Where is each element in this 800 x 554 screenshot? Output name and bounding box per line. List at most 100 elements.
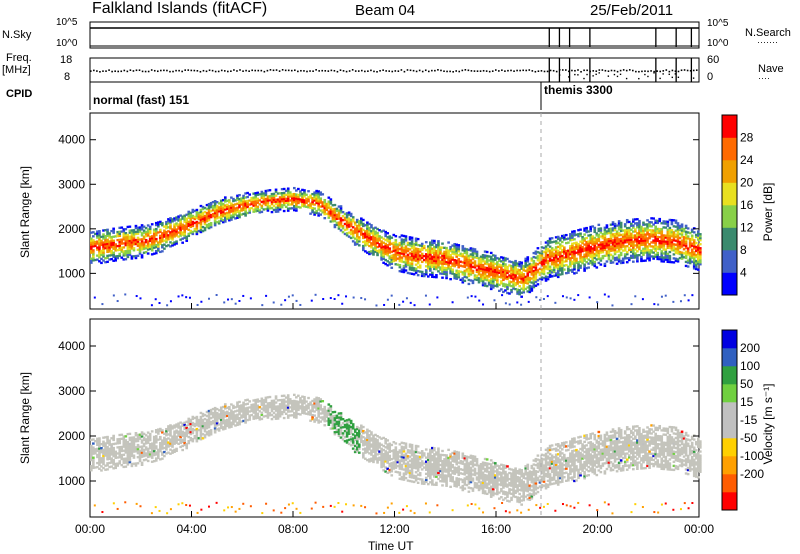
power-cell bbox=[481, 276, 485, 279]
velocity-cell bbox=[189, 430, 193, 434]
power-cell bbox=[636, 238, 639, 241]
power-cell bbox=[433, 255, 436, 259]
power-cell bbox=[593, 228, 597, 232]
power-cell bbox=[668, 234, 672, 238]
velocity-cell bbox=[293, 415, 296, 419]
power-cell bbox=[461, 265, 465, 268]
power-cell bbox=[209, 226, 213, 229]
power-cell bbox=[437, 262, 440, 265]
freq-dot bbox=[196, 70, 199, 72]
power-cell bbox=[280, 196, 284, 199]
power-cell bbox=[692, 261, 696, 264]
power-cell bbox=[465, 254, 469, 257]
power-cell bbox=[355, 242, 359, 246]
power-cell bbox=[366, 225, 369, 228]
power-cell bbox=[260, 206, 264, 210]
velocity-cell bbox=[159, 427, 162, 431]
power-cell bbox=[601, 245, 605, 248]
power-cell bbox=[686, 265, 690, 268]
power-cell bbox=[629, 238, 633, 241]
power-cell bbox=[191, 214, 195, 218]
power-cell bbox=[424, 259, 428, 262]
power-cell bbox=[392, 255, 396, 259]
power-cell bbox=[240, 199, 243, 202]
power-cell bbox=[514, 283, 517, 287]
power-cell bbox=[601, 243, 605, 246]
freq-dot bbox=[251, 69, 253, 72]
power-cell bbox=[623, 253, 627, 256]
power-cell bbox=[435, 253, 438, 257]
power-cell bbox=[266, 195, 270, 198]
power-cell bbox=[104, 241, 107, 244]
power-cell bbox=[404, 263, 408, 266]
power-cell bbox=[560, 236, 564, 240]
power-cell bbox=[317, 200, 320, 203]
power-cell bbox=[558, 273, 562, 276]
velocity-cell bbox=[130, 464, 134, 468]
power-cell bbox=[591, 257, 595, 260]
power-cell bbox=[542, 250, 546, 254]
power-cell bbox=[595, 232, 599, 235]
velocity-cell bbox=[165, 452, 168, 455]
freq-dot bbox=[181, 70, 183, 73]
power-cell bbox=[520, 291, 523, 294]
power-speckle bbox=[424, 294, 427, 297]
freq-dot bbox=[686, 69, 689, 72]
power-cell bbox=[473, 266, 477, 269]
power-cell bbox=[615, 244, 619, 247]
power-cell bbox=[177, 217, 180, 220]
power-cell bbox=[546, 264, 550, 267]
power-cell bbox=[439, 248, 442, 251]
velocity-cell bbox=[299, 401, 302, 404]
power-cell bbox=[640, 229, 643, 233]
velocity-cell bbox=[232, 420, 235, 424]
power-cell bbox=[609, 259, 613, 262]
power-cell bbox=[658, 229, 662, 233]
velocity-cell bbox=[250, 403, 253, 407]
velocity-cell bbox=[195, 417, 199, 421]
power-cell bbox=[148, 235, 152, 239]
power-cell bbox=[96, 242, 99, 245]
velocity-cell bbox=[134, 446, 138, 449]
power-cell bbox=[386, 248, 390, 251]
power-cell bbox=[223, 216, 227, 219]
power-cell bbox=[213, 218, 217, 221]
power-cell bbox=[364, 240, 367, 243]
freq-dot bbox=[315, 69, 317, 71]
power-cell bbox=[644, 249, 647, 252]
velocity-cell bbox=[272, 401, 276, 404]
power-cell bbox=[236, 194, 239, 197]
power-cell bbox=[209, 222, 213, 225]
power-cell bbox=[520, 263, 523, 266]
power-cell bbox=[435, 243, 438, 247]
power-cell bbox=[424, 255, 428, 258]
power-cell bbox=[120, 256, 124, 259]
power-cell bbox=[573, 264, 576, 267]
power-cell bbox=[623, 239, 627, 242]
power-cell bbox=[295, 193, 298, 196]
power-cell bbox=[696, 262, 700, 265]
power-cell bbox=[378, 249, 381, 252]
power-cell bbox=[502, 276, 505, 280]
power-cell bbox=[500, 282, 503, 285]
power-cell bbox=[154, 233, 158, 237]
power-cell bbox=[201, 217, 205, 221]
power-cell bbox=[301, 204, 304, 208]
velocity-cell bbox=[132, 456, 136, 459]
power-cell bbox=[516, 288, 519, 291]
power-cell bbox=[114, 255, 117, 258]
power-cell bbox=[234, 211, 237, 214]
velocity-cell bbox=[199, 436, 203, 439]
velocity-cell bbox=[305, 412, 308, 415]
velocity-cell bbox=[219, 420, 223, 423]
velocity-cell bbox=[262, 405, 266, 408]
velocity-cell bbox=[108, 455, 111, 459]
power-cell bbox=[207, 222, 211, 226]
velocity-cell bbox=[195, 438, 199, 441]
velocity-cell bbox=[203, 436, 207, 439]
power-cell bbox=[514, 287, 517, 291]
power-cell bbox=[146, 248, 150, 251]
velocity-cell bbox=[150, 444, 154, 447]
power-cell bbox=[674, 247, 678, 250]
power-cell bbox=[562, 234, 566, 237]
